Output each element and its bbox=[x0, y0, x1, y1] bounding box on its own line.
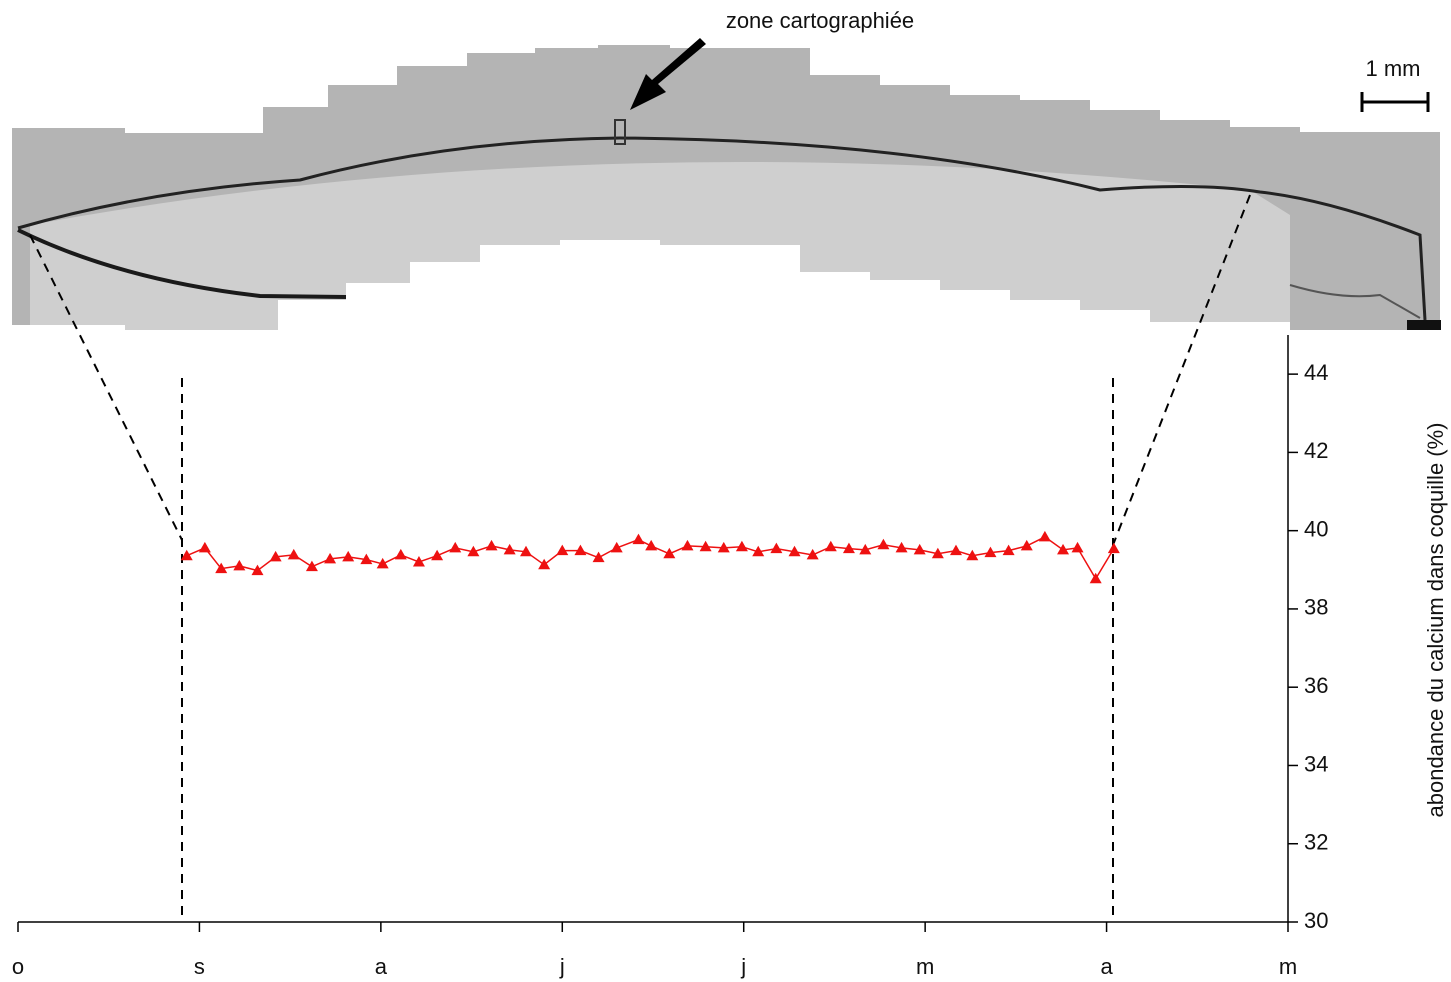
data-point bbox=[877, 538, 890, 550]
data-point bbox=[663, 547, 676, 559]
data-point bbox=[1089, 572, 1102, 584]
data-point bbox=[1002, 544, 1015, 556]
data-point bbox=[269, 550, 282, 562]
y-tick-label: 30 bbox=[1304, 908, 1328, 933]
outer-edge bbox=[17, 228, 347, 299]
x-tick-label: m bbox=[916, 954, 934, 979]
data-point bbox=[895, 541, 908, 553]
scale-blob bbox=[1407, 320, 1441, 330]
data-point bbox=[824, 540, 837, 552]
data-point bbox=[574, 544, 587, 556]
data-point bbox=[913, 543, 926, 555]
data-point bbox=[324, 552, 337, 564]
scale-bar bbox=[1360, 92, 1430, 112]
data-point bbox=[717, 541, 730, 553]
data-point bbox=[376, 557, 389, 569]
data-point bbox=[1020, 539, 1033, 551]
x-tick-label: a bbox=[375, 954, 388, 979]
annotation: zone cartographiée bbox=[726, 8, 914, 33]
arrow bbox=[630, 38, 706, 110]
annotation: 1 mm bbox=[1366, 56, 1421, 81]
data-point bbox=[503, 543, 516, 555]
data-point bbox=[806, 548, 819, 560]
data-point bbox=[233, 559, 246, 571]
y-tick-label: 38 bbox=[1304, 595, 1328, 620]
y-tick-label: 34 bbox=[1304, 751, 1328, 776]
data-point bbox=[645, 539, 658, 551]
data-point bbox=[412, 555, 425, 567]
data-point bbox=[842, 542, 855, 554]
x-tick-label: m bbox=[1279, 954, 1297, 979]
data-point bbox=[699, 540, 712, 552]
data-point bbox=[342, 550, 355, 562]
data-point bbox=[556, 544, 569, 556]
data-point bbox=[592, 551, 605, 563]
x-tick-label: j bbox=[740, 954, 746, 979]
data-point bbox=[485, 539, 498, 551]
data-point bbox=[538, 558, 551, 570]
shell-image bbox=[12, 45, 1441, 330]
data-point bbox=[305, 560, 318, 572]
data-point bbox=[251, 564, 264, 576]
data-point bbox=[467, 545, 480, 557]
image-light-band bbox=[30, 162, 1290, 330]
data-point bbox=[1107, 542, 1120, 554]
x-tick-label: j bbox=[559, 954, 565, 979]
data-point bbox=[788, 545, 801, 557]
data-point bbox=[681, 539, 694, 551]
x-tick-label: a bbox=[1100, 954, 1113, 979]
data-point bbox=[520, 545, 532, 557]
y-tick-label: 40 bbox=[1304, 516, 1328, 541]
data-point bbox=[180, 549, 193, 561]
data-point bbox=[431, 549, 444, 561]
data-point bbox=[1071, 541, 1084, 553]
y-tick-label: 42 bbox=[1304, 438, 1328, 463]
data-point bbox=[198, 541, 211, 553]
data-point bbox=[984, 546, 997, 558]
data-point bbox=[1038, 530, 1051, 542]
data-point bbox=[770, 542, 783, 554]
data-point bbox=[360, 553, 373, 565]
data-point bbox=[966, 549, 979, 561]
y-tick-label: 44 bbox=[1304, 360, 1328, 385]
data-point bbox=[1057, 543, 1070, 555]
y-tick-label: 36 bbox=[1304, 673, 1328, 698]
x-tick-label: s bbox=[194, 954, 205, 979]
data-point bbox=[215, 562, 228, 574]
data-point bbox=[394, 548, 407, 560]
data-point bbox=[752, 545, 765, 557]
y-axis-title: abondance du calcium dans coquille (%) bbox=[1423, 422, 1448, 817]
data-point bbox=[610, 541, 623, 553]
y-tick-label: 32 bbox=[1304, 830, 1328, 855]
mapped-zone bbox=[614, 119, 626, 145]
x-tick-label: o bbox=[12, 954, 24, 979]
data-point bbox=[632, 533, 645, 545]
data-point bbox=[931, 547, 944, 559]
data-point bbox=[859, 543, 872, 555]
growth-line bbox=[17, 136, 1427, 321]
crack bbox=[1289, 284, 1421, 319]
data-point bbox=[949, 544, 962, 556]
zoom-line bbox=[29, 234, 183, 541]
data-point bbox=[735, 540, 748, 552]
zoom-lines bbox=[29, 194, 1251, 918]
data-point bbox=[449, 541, 462, 553]
data-point bbox=[287, 548, 300, 560]
